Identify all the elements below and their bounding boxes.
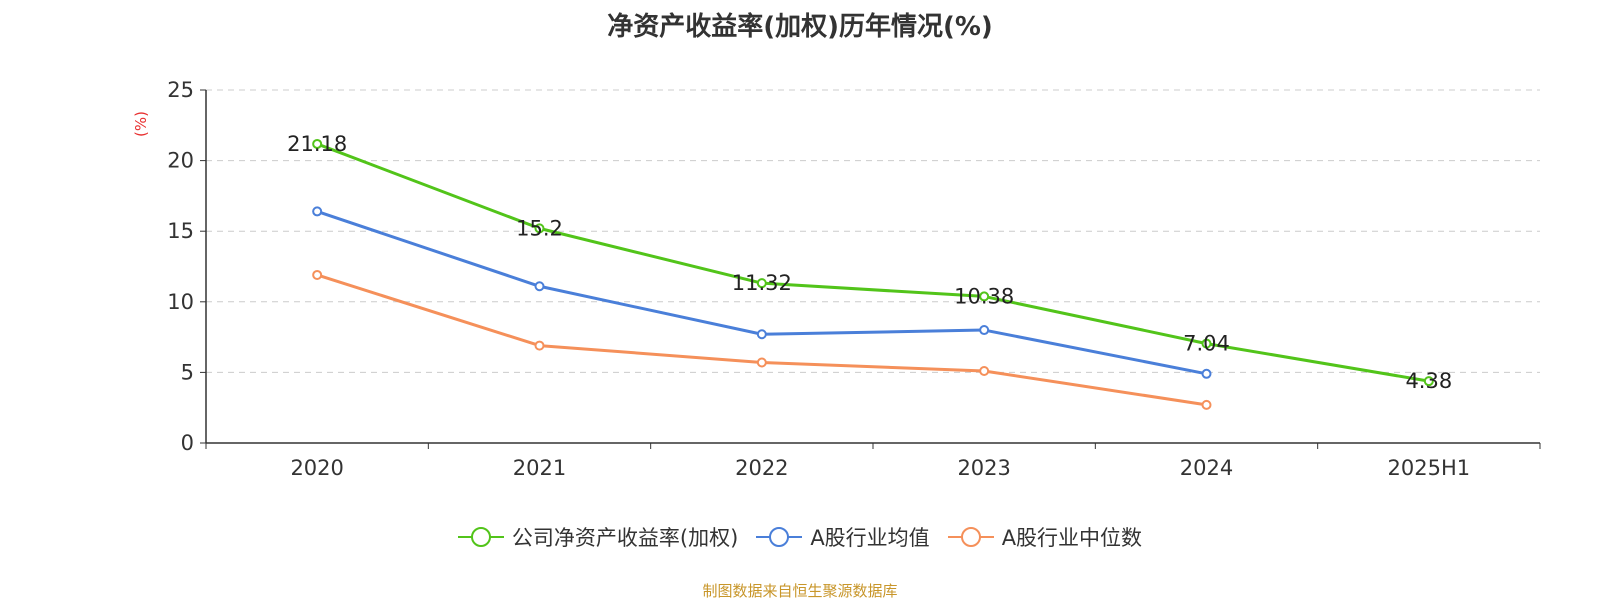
data-label: 21.18	[287, 132, 347, 156]
data-point	[979, 365, 990, 376]
data-point	[1201, 399, 1212, 410]
x-tick-label: 2022	[735, 456, 788, 480]
data-point	[534, 281, 545, 292]
legend-marker-orange-circle	[947, 527, 994, 547]
data-point	[1201, 338, 1212, 349]
axes: 0 5 10 15 20 25 2020 2021 2022 2023 2024 2025H1	[167, 78, 1541, 480]
legend-label: A股行业均值	[810, 526, 930, 550]
data-point	[979, 291, 990, 302]
series-line-1	[316, 142, 1430, 383]
data-point	[756, 278, 767, 289]
data-point	[1423, 376, 1434, 387]
x-tick-label: 2024	[1180, 456, 1233, 480]
data-label: 4.38	[1405, 369, 1452, 393]
legend-marker-blue-circle	[756, 527, 803, 547]
data-label: 7.04	[1183, 332, 1230, 356]
legend-item-industry-median[interactable]: A股行业中位数	[947, 522, 1143, 552]
y-axis-title: (%)	[132, 111, 150, 137]
series-lines	[312, 138, 1434, 410]
y-tick-label: 15	[167, 219, 194, 243]
data-point	[312, 206, 323, 217]
grid-lines	[206, 89, 1540, 373]
data-point	[312, 269, 323, 280]
y-tick-label: 20	[167, 149, 194, 173]
y-tick-label: 10	[167, 290, 194, 314]
data-label: 15.2	[516, 216, 563, 240]
source-note: 制图数据来自恒生聚源数据库	[702, 582, 898, 600]
data-point	[756, 357, 767, 368]
y-tick-label: 25	[167, 78, 194, 102]
data-labels: 21.18 15.2 11.32 10.38 7.04 4.38	[287, 132, 1452, 393]
data-point	[979, 325, 990, 336]
x-tick-label: 2025H1	[1388, 456, 1471, 480]
x-tick-label: 2021	[513, 456, 566, 480]
data-point	[312, 138, 323, 149]
legend-label: A股行业中位数	[1001, 526, 1143, 550]
data-point	[534, 223, 545, 234]
x-tick-label: 2020	[290, 456, 343, 480]
y-tick-label: 0	[181, 431, 194, 455]
data-point	[1201, 368, 1212, 379]
legend-marker-green-circle	[457, 527, 504, 547]
data-point	[756, 329, 767, 340]
y-tick-label: 5	[181, 360, 194, 384]
legend: 公司净资产收益率(加权) A股行业均值 A股行业中位数	[0, 522, 1600, 552]
chart-title: 净资产收益率(加权)历年情况(%)	[607, 12, 993, 42]
legend-item-company-roe[interactable]: 公司净资产收益率(加权)	[457, 522, 739, 552]
data-label: 10.38	[954, 284, 1014, 308]
legend-label: 公司净资产收益率(加权)	[511, 526, 739, 550]
legend-item-industry-mean[interactable]: A股行业均值	[756, 522, 930, 552]
x-tick-label: 2023	[957, 456, 1010, 480]
data-label: 11.32	[732, 271, 792, 295]
data-point	[534, 340, 545, 351]
